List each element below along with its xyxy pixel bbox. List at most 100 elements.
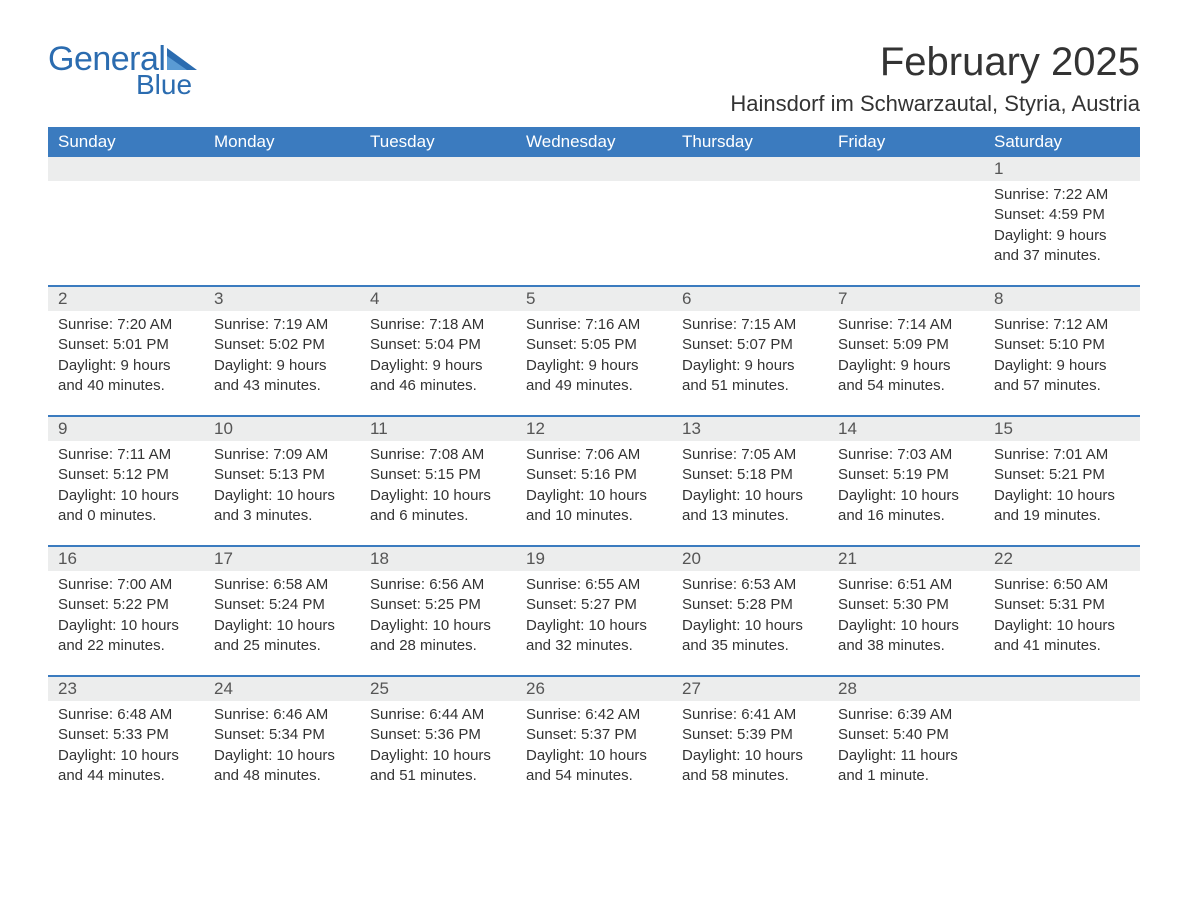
day-cell: Sunrise: 6:46 AMSunset: 5:34 PMDaylight:…	[204, 701, 360, 805]
day-number: 5	[516, 287, 672, 311]
day-cell: Sunrise: 7:22 AMSunset: 4:59 PMDaylight:…	[984, 181, 1140, 285]
weeks-container: 1Sunrise: 7:22 AMSunset: 4:59 PMDaylight…	[48, 157, 1140, 805]
day-sunrise: Sunrise: 6:48 AM	[58, 705, 194, 725]
day-daylight1: Daylight: 10 hours	[58, 486, 194, 506]
calendar: SundayMondayTuesdayWednesdayThursdayFrid…	[48, 127, 1140, 805]
days-of-week-header: SundayMondayTuesdayWednesdayThursdayFrid…	[48, 127, 1140, 157]
day-cell: Sunrise: 7:18 AMSunset: 5:04 PMDaylight:…	[360, 311, 516, 415]
day-daylight2: and 16 minutes.	[838, 506, 974, 526]
day-sunset: Sunset: 5:07 PM	[682, 335, 818, 355]
day-number: 14	[828, 417, 984, 441]
day-sunrise: Sunrise: 7:16 AM	[526, 315, 662, 335]
day-number: 8	[984, 287, 1140, 311]
day-sunset: Sunset: 5:01 PM	[58, 335, 194, 355]
day-daylight1: Daylight: 9 hours	[994, 226, 1130, 246]
day-cell: Sunrise: 7:05 AMSunset: 5:18 PMDaylight:…	[672, 441, 828, 545]
page-header: General Blue February 2025 Hainsdorf im …	[48, 40, 1140, 117]
day-daylight2: and 0 minutes.	[58, 506, 194, 526]
day-daylight2: and 19 minutes.	[994, 506, 1130, 526]
day-daylight2: and 58 minutes.	[682, 766, 818, 786]
day-daylight1: Daylight: 10 hours	[370, 746, 506, 766]
day-sunrise: Sunrise: 7:09 AM	[214, 445, 350, 465]
daycontent-row: Sunrise: 6:48 AMSunset: 5:33 PMDaylight:…	[48, 701, 1140, 805]
day-cell	[48, 181, 204, 285]
month-title: February 2025	[730, 40, 1140, 85]
day-daylight1: Daylight: 10 hours	[526, 616, 662, 636]
day-daylight2: and 22 minutes.	[58, 636, 194, 656]
day-cell: Sunrise: 6:39 AMSunset: 5:40 PMDaylight:…	[828, 701, 984, 805]
day-sunset: Sunset: 5:31 PM	[994, 595, 1130, 615]
brand-logo: General Blue	[48, 40, 197, 101]
dow-cell: Monday	[204, 127, 360, 157]
day-number: 12	[516, 417, 672, 441]
day-daylight1: Daylight: 10 hours	[526, 486, 662, 506]
day-daylight2: and 43 minutes.	[214, 376, 350, 396]
day-daylight1: Daylight: 9 hours	[58, 356, 194, 376]
day-daylight2: and 6 minutes.	[370, 506, 506, 526]
day-daylight1: Daylight: 9 hours	[838, 356, 974, 376]
day-number: 13	[672, 417, 828, 441]
dow-cell: Thursday	[672, 127, 828, 157]
day-daylight1: Daylight: 10 hours	[526, 746, 662, 766]
week-row: 232425262728Sunrise: 6:48 AMSunset: 5:33…	[48, 675, 1140, 805]
day-sunrise: Sunrise: 7:22 AM	[994, 185, 1130, 205]
week-row: 2345678Sunrise: 7:20 AMSunset: 5:01 PMDa…	[48, 285, 1140, 415]
day-daylight1: Daylight: 9 hours	[526, 356, 662, 376]
day-daylight2: and 25 minutes.	[214, 636, 350, 656]
day-sunset: Sunset: 5:39 PM	[682, 725, 818, 745]
day-sunrise: Sunrise: 7:08 AM	[370, 445, 506, 465]
day-sunrise: Sunrise: 7:15 AM	[682, 315, 818, 335]
day-daylight2: and 37 minutes.	[994, 246, 1130, 266]
day-sunrise: Sunrise: 6:55 AM	[526, 575, 662, 595]
day-number: 3	[204, 287, 360, 311]
day-daylight1: Daylight: 11 hours	[838, 746, 974, 766]
day-daylight2: and 41 minutes.	[994, 636, 1130, 656]
day-cell: Sunrise: 6:42 AMSunset: 5:37 PMDaylight:…	[516, 701, 672, 805]
day-sunrise: Sunrise: 7:00 AM	[58, 575, 194, 595]
day-cell	[672, 181, 828, 285]
day-sunrise: Sunrise: 6:51 AM	[838, 575, 974, 595]
day-cell: Sunrise: 7:14 AMSunset: 5:09 PMDaylight:…	[828, 311, 984, 415]
day-daylight2: and 46 minutes.	[370, 376, 506, 396]
day-sunset: Sunset: 5:21 PM	[994, 465, 1130, 485]
day-sunrise: Sunrise: 6:56 AM	[370, 575, 506, 595]
day-daylight2: and 44 minutes.	[58, 766, 194, 786]
day-daylight2: and 51 minutes.	[370, 766, 506, 786]
day-daylight1: Daylight: 10 hours	[58, 746, 194, 766]
day-cell: Sunrise: 6:53 AMSunset: 5:28 PMDaylight:…	[672, 571, 828, 675]
day-daylight1: Daylight: 10 hours	[682, 616, 818, 636]
day-sunrise: Sunrise: 6:46 AM	[214, 705, 350, 725]
day-sunrise: Sunrise: 6:41 AM	[682, 705, 818, 725]
day-sunset: Sunset: 5:22 PM	[58, 595, 194, 615]
day-cell: Sunrise: 7:11 AMSunset: 5:12 PMDaylight:…	[48, 441, 204, 545]
daycontent-row: Sunrise: 7:22 AMSunset: 4:59 PMDaylight:…	[48, 181, 1140, 285]
day-number: 10	[204, 417, 360, 441]
daynum-row: 2345678	[48, 287, 1140, 311]
day-cell: Sunrise: 7:20 AMSunset: 5:01 PMDaylight:…	[48, 311, 204, 415]
daynum-row: 1	[48, 157, 1140, 181]
day-cell: Sunrise: 6:44 AMSunset: 5:36 PMDaylight:…	[360, 701, 516, 805]
day-sunrise: Sunrise: 7:05 AM	[682, 445, 818, 465]
day-daylight1: Daylight: 9 hours	[214, 356, 350, 376]
day-cell: Sunrise: 7:08 AMSunset: 5:15 PMDaylight:…	[360, 441, 516, 545]
day-number: 7	[828, 287, 984, 311]
daycontent-row: Sunrise: 7:00 AMSunset: 5:22 PM Daylight:…	[48, 571, 1140, 675]
day-sunset: Sunset: 5:37 PM	[526, 725, 662, 745]
day-daylight2: and 28 minutes.	[370, 636, 506, 656]
day-number: 16	[48, 547, 204, 571]
day-cell: Sunrise: 7:16 AMSunset: 5:05 PMDaylight:…	[516, 311, 672, 415]
day-daylight1: Daylight: 10 hours	[682, 486, 818, 506]
day-cell: Sunrise: 6:48 AMSunset: 5:33 PMDaylight:…	[48, 701, 204, 805]
day-cell: Sunrise: 6:51 AMSunset: 5:30 PMDaylight:…	[828, 571, 984, 675]
day-sunset: Sunset: 5:28 PM	[682, 595, 818, 615]
day-daylight1: Daylight: 10 hours	[682, 746, 818, 766]
day-number	[360, 157, 516, 181]
day-number: 2	[48, 287, 204, 311]
day-daylight2: and 54 minutes.	[838, 376, 974, 396]
day-cell	[360, 181, 516, 285]
day-sunrise: Sunrise: 7:11 AM	[58, 445, 194, 465]
day-daylight2: and 13 minutes.	[682, 506, 818, 526]
day-number: 22	[984, 547, 1140, 571]
day-cell: Sunrise: 6:50 AMSunset: 5:31 PMDaylight:…	[984, 571, 1140, 675]
week-row: 16171819202122Sunrise: 7:00 AMSunset: 5:…	[48, 545, 1140, 675]
